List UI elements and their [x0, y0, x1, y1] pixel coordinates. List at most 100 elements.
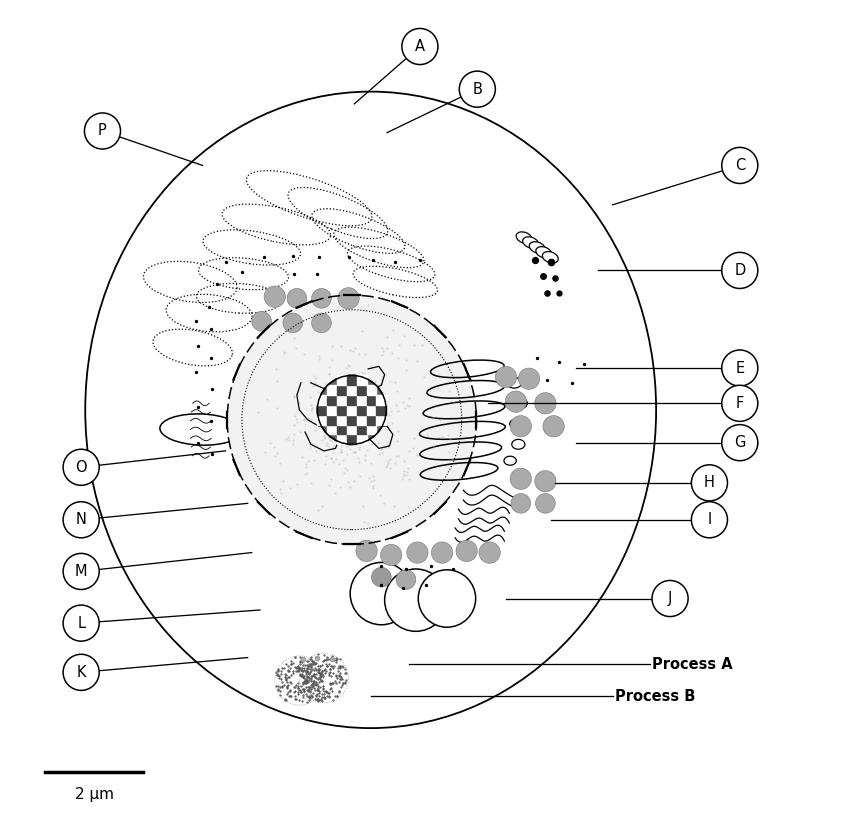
Ellipse shape	[86, 91, 656, 728]
Text: Process A: Process A	[652, 657, 733, 672]
Bar	[337, 415, 347, 425]
Bar	[317, 415, 327, 425]
Bar	[357, 415, 366, 425]
Text: O: O	[75, 460, 87, 475]
Circle shape	[518, 368, 539, 389]
Bar	[337, 385, 347, 395]
Circle shape	[338, 288, 360, 309]
Text: G: G	[734, 435, 745, 450]
Ellipse shape	[536, 247, 552, 258]
Bar	[357, 375, 366, 385]
Text: I: I	[707, 512, 711, 528]
Circle shape	[722, 350, 758, 386]
Circle shape	[505, 391, 527, 412]
Bar	[357, 435, 366, 444]
Bar	[366, 405, 377, 415]
Bar	[377, 405, 387, 415]
Bar	[327, 395, 337, 405]
Circle shape	[63, 605, 99, 641]
Bar	[377, 395, 387, 405]
Bar	[347, 425, 357, 435]
Circle shape	[63, 553, 99, 589]
Bar	[317, 405, 327, 415]
Circle shape	[63, 449, 99, 486]
Circle shape	[385, 569, 447, 631]
Bar	[347, 375, 357, 385]
Bar	[366, 385, 377, 395]
Circle shape	[722, 425, 758, 461]
Circle shape	[350, 562, 412, 625]
Circle shape	[510, 416, 532, 437]
Text: C: C	[734, 158, 745, 173]
Bar	[327, 415, 337, 425]
Bar	[317, 395, 327, 405]
Bar	[377, 415, 387, 425]
Bar	[337, 435, 347, 444]
Circle shape	[407, 542, 428, 563]
Text: H: H	[704, 476, 715, 491]
Text: 2 μm: 2 μm	[75, 787, 114, 802]
Bar	[357, 425, 366, 435]
Text: A: A	[415, 39, 425, 54]
Bar	[337, 375, 347, 385]
Bar	[327, 385, 337, 395]
Circle shape	[510, 468, 532, 490]
Text: B: B	[472, 81, 483, 96]
Circle shape	[252, 311, 271, 331]
Circle shape	[283, 313, 303, 332]
Circle shape	[264, 286, 286, 307]
Circle shape	[311, 313, 332, 332]
Bar	[327, 425, 337, 435]
Text: P: P	[98, 123, 107, 138]
Circle shape	[317, 375, 387, 444]
Circle shape	[311, 289, 332, 308]
Circle shape	[722, 147, 758, 184]
Circle shape	[287, 289, 307, 308]
Bar	[357, 395, 366, 405]
Circle shape	[543, 416, 564, 437]
Bar	[357, 385, 366, 395]
Bar	[366, 425, 377, 435]
Circle shape	[418, 570, 476, 627]
Text: F: F	[736, 396, 744, 411]
Circle shape	[536, 494, 555, 514]
Bar	[366, 415, 377, 425]
Circle shape	[495, 366, 516, 388]
Bar	[337, 425, 347, 435]
Ellipse shape	[160, 414, 242, 445]
Ellipse shape	[543, 252, 558, 263]
Circle shape	[479, 542, 500, 563]
Circle shape	[722, 385, 758, 421]
Bar	[327, 405, 337, 415]
Circle shape	[691, 465, 728, 501]
Circle shape	[652, 580, 688, 616]
Circle shape	[402, 29, 438, 64]
Ellipse shape	[522, 237, 538, 249]
Text: M: M	[75, 564, 87, 579]
Ellipse shape	[529, 242, 545, 253]
Text: Process B: Process B	[615, 689, 695, 704]
Bar	[347, 385, 357, 395]
Circle shape	[511, 494, 531, 514]
Circle shape	[371, 567, 391, 587]
Circle shape	[460, 71, 495, 107]
Text: K: K	[76, 665, 86, 680]
Text: N: N	[75, 512, 86, 528]
Text: J: J	[668, 591, 672, 606]
Circle shape	[722, 253, 758, 289]
Ellipse shape	[516, 232, 532, 244]
Text: L: L	[77, 616, 85, 630]
Bar	[347, 415, 357, 425]
Circle shape	[432, 542, 453, 563]
Bar	[347, 395, 357, 405]
Circle shape	[227, 295, 477, 544]
Bar	[366, 395, 377, 405]
Circle shape	[85, 113, 120, 149]
Circle shape	[535, 393, 556, 414]
Circle shape	[356, 540, 377, 561]
Circle shape	[381, 544, 402, 565]
Bar	[357, 405, 366, 415]
Text: D: D	[734, 263, 745, 278]
Circle shape	[63, 654, 99, 690]
Circle shape	[396, 570, 416, 589]
